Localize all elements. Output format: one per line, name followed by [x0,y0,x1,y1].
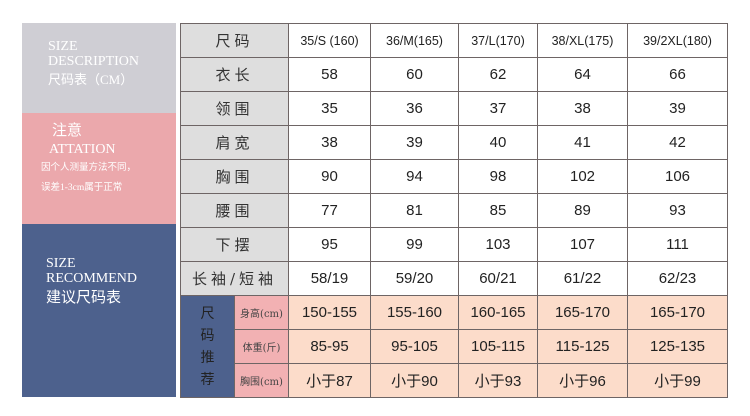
cell: 155-160 [370,295,459,330]
row-label: 衣长 [180,57,289,92]
size-chart-table: 尺码 35/S (160) 36/M(165) 37/L(170) 38/XL(175)… [180,23,728,398]
cell: 38 [537,91,628,126]
cell: 165-170 [537,295,628,330]
cell: 61/22 [537,261,628,296]
table-row: 领围 35 36 37 38 39 [180,91,728,126]
cell: 105-115 [458,329,538,364]
header-row: 尺码 35/S (160) 36/M(165) 37/L(170) 38/XL(175)… [180,23,728,58]
recommend-row-label: 体重(斤) [234,329,289,364]
cell: 99 [370,227,459,262]
recommend-label-text: 尺码推荐 [200,305,215,388]
line2: RECOMMEND [46,271,138,286]
cell: 165-170 [627,295,728,330]
size-description-text: SIZE DESCRIPTION 尺码表（CM） [48,39,139,88]
size-description-panel: SIZE DESCRIPTION 尺码表（CM） [22,23,176,113]
line2: DESCRIPTION [48,54,140,69]
cell: 66 [627,57,728,92]
cell: 39 [627,91,728,126]
row-label: 下摆 [180,227,289,262]
cell: 115-125 [537,329,628,364]
cell: 小于87 [288,363,371,398]
row-label: 腰围 [180,193,289,228]
recommend-row: 胸围(cm) 小于87 小于90 小于93 小于96 小于99 [181,363,728,398]
cell: 125-135 [627,329,728,364]
size-recommend-panel: SIZE RECOMMEND 建议尺码表 [22,224,176,397]
table-row: 衣长 58 60 62 64 66 [180,57,728,92]
cell: 150-155 [288,295,371,330]
attention-subtitle: ATTATION [49,142,116,157]
size-header: 39/2XL(180) [627,23,728,58]
row-label: 长袖/短袖 [180,261,289,296]
cell: 35 [288,91,371,126]
cell: 93 [627,193,728,228]
cell: 102 [537,159,628,194]
cell: 59/20 [370,261,459,296]
cell: 107 [537,227,628,262]
row-label: 领围 [180,91,289,126]
recommend-label: 尺码推荐 [180,295,235,398]
size-header: 36/M(165) [370,23,459,58]
recommend-row: 体重(斤) 85-95 95-105 105-115 115-125 125-135 [181,329,728,364]
cell: 58/19 [288,261,371,296]
table-row: 腰围 77 81 85 89 93 [180,193,728,228]
header-label: 尺码 [180,23,289,58]
cell: 38 [288,125,371,160]
cell: 77 [288,193,371,228]
cell: 小于93 [458,363,538,398]
cell: 58 [288,57,371,92]
table-row: 下摆 95 99 103 107 111 [180,227,728,262]
cell: 106 [627,159,728,194]
table-row: 长袖/短袖 58/19 59/20 60/21 61/22 62/23 [180,261,728,296]
table-row: 肩宽 38 39 40 41 42 [180,125,728,160]
row-label: 胸围 [180,159,289,194]
attention-panel: 注意 ATTATION 因个人测量方法不同， 误差1-3cm属于正常 [22,113,176,224]
cell: 94 [370,159,459,194]
cell: 89 [537,193,628,228]
cell: 41 [537,125,628,160]
cell: 85 [458,193,538,228]
cell: 小于99 [627,363,728,398]
cell: 小于96 [537,363,628,398]
cell: 42 [627,125,728,160]
recommend-row-label: 胸围(cm) [234,363,289,398]
cell: 小于90 [370,363,459,398]
size-header: 38/XL(175) [537,23,628,58]
line3: 尺码表（CM） [48,72,134,87]
cell: 98 [458,159,538,194]
cell: 37 [458,91,538,126]
cell: 103 [458,227,538,262]
table-row: 胸围 90 94 98 102 106 [180,159,728,194]
cell: 111 [627,227,728,262]
recommend-row: 尺码推荐 身高(cm) 150-155 155-160 160-165 165-170 16… [180,295,728,398]
cell: 64 [537,57,628,92]
cell: 85-95 [288,329,371,364]
cell: 160-165 [458,295,538,330]
cell: 60 [370,57,459,92]
attention-note-1: 因个人测量方法不同， [41,163,137,173]
size-header: 37/L(170) [458,23,538,58]
line3: 建议尺码表 [46,290,122,306]
attention-note-2: 误差1-3cm属于正常 [41,183,123,193]
row-label: 肩宽 [180,125,289,160]
cell: 81 [370,193,459,228]
cell: 60/21 [458,261,538,296]
cell: 62 [458,57,538,92]
line1: SIZE [46,256,76,271]
line1: SIZE [48,39,78,54]
cell: 95-105 [370,329,459,364]
size-recommend-text: SIZE RECOMMEND 建议尺码表 [46,256,137,307]
cell: 62/23 [627,261,728,296]
size-header: 35/S (160) [288,23,371,58]
cell: 36 [370,91,459,126]
cell: 39 [370,125,459,160]
attention-title: 注意 [52,123,83,139]
cell: 90 [288,159,371,194]
cell: 95 [288,227,371,262]
cell: 40 [458,125,538,160]
recommend-row-label: 身高(cm) [234,295,289,330]
